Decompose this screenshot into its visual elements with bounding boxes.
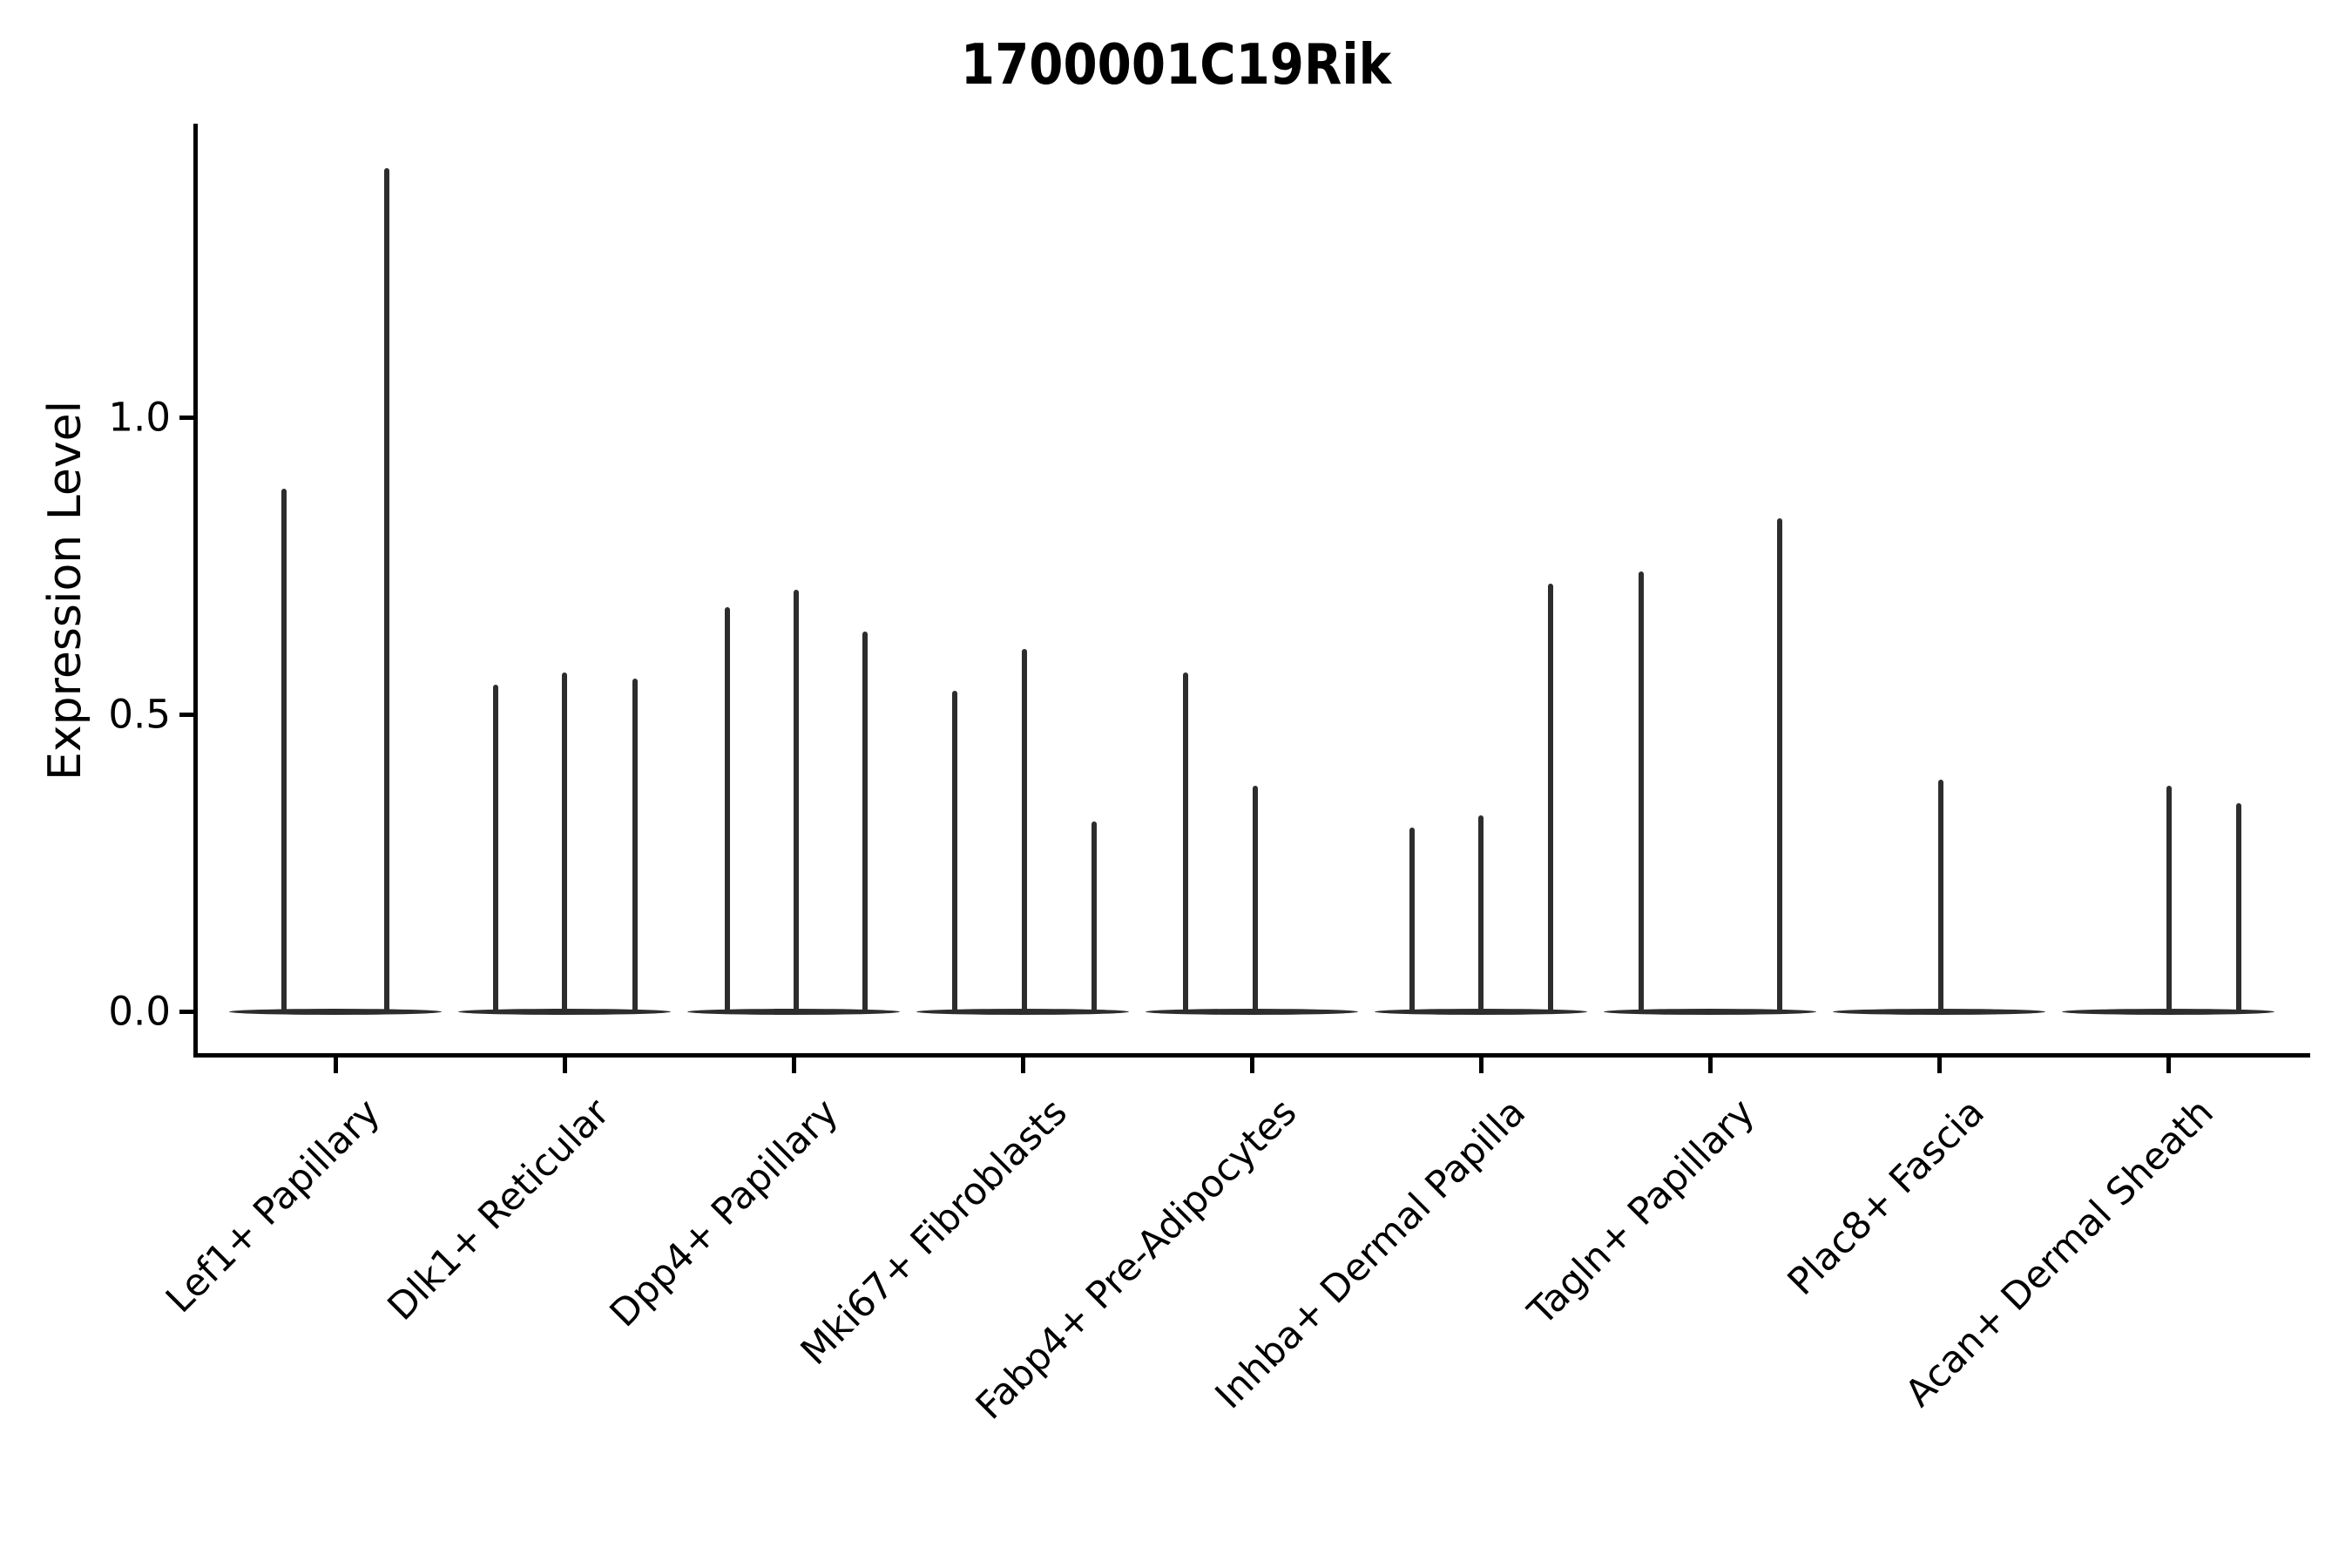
y-tick-label: 0.5: [108, 691, 171, 738]
violin-spike: [1478, 814, 1484, 1014]
x-tick-mark: [1479, 1058, 1484, 1073]
x-axis-spine: [193, 1053, 2310, 1058]
y-tick-mark: [179, 416, 195, 420]
violin-baseline: [1604, 1008, 1816, 1015]
y-axis-spine: [193, 124, 198, 1058]
y-tick-label: 0.0: [108, 988, 171, 1035]
violin-spike: [1938, 780, 1943, 1014]
x-tick-mark: [792, 1058, 796, 1073]
x-tick-label: Dpp4+ Papillary: [602, 1091, 848, 1336]
x-tick-label: Tagln+ Papillary: [1520, 1091, 1764, 1335]
violin-spike: [1022, 648, 1027, 1014]
violin-spike: [952, 690, 957, 1014]
y-tick-label: 1.0: [108, 394, 171, 441]
violin-baseline: [229, 1008, 442, 1015]
violin-baseline: [1146, 1008, 1358, 1015]
violin-spike: [2236, 803, 2241, 1014]
plot-title: 1700001C19Rik: [960, 33, 1392, 98]
x-tick-mark: [1708, 1058, 1713, 1073]
x-tick-label: Plac8+ Fascia: [1779, 1091, 1993, 1304]
violin-spike: [562, 672, 567, 1014]
violin-spike: [794, 589, 799, 1014]
x-tick-mark: [1250, 1058, 1254, 1073]
violin-spike: [862, 631, 868, 1014]
violin-spike: [493, 684, 498, 1014]
violin-spike: [1092, 821, 1097, 1014]
x-tick-mark: [334, 1058, 338, 1073]
violin-spike: [1639, 571, 1644, 1014]
violin-spike: [1183, 672, 1188, 1014]
violin-spike: [1409, 827, 1415, 1014]
violin-spike: [1777, 517, 1782, 1014]
x-tick-label: Lef1+ Papillary: [158, 1091, 389, 1322]
violin-spike: [281, 488, 287, 1014]
violin-spike: [725, 607, 730, 1014]
x-tick-label: Dlk1+ Reticular: [379, 1091, 618, 1329]
y-tick-mark: [179, 713, 195, 717]
violin-spike: [632, 679, 638, 1014]
violin-spike: [2166, 785, 2172, 1014]
x-tick-mark: [1937, 1058, 1942, 1073]
violin-spike: [1253, 785, 1258, 1014]
violin-spike: [1548, 583, 1553, 1014]
x-tick-mark: [563, 1058, 567, 1073]
x-tick-mark: [2166, 1058, 2171, 1073]
violin-spike: [384, 167, 389, 1014]
x-tick-mark: [1021, 1058, 1025, 1073]
y-axis-label: Expression Level: [39, 400, 91, 781]
y-tick-mark: [179, 1010, 195, 1014]
